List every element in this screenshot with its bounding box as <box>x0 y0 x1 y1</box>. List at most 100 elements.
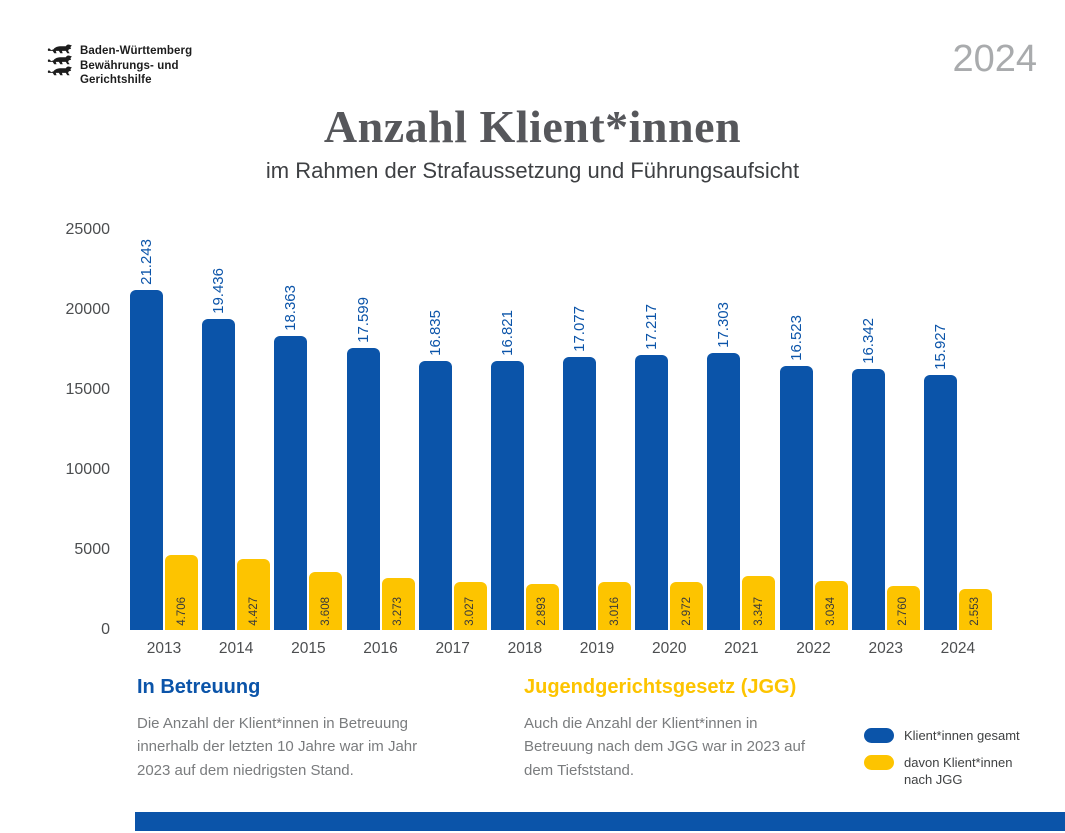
chart-year-group: 17.599 3.273 2016 <box>346 230 415 657</box>
logo-text: Baden-Württemberg Bewährungs- und Gerich… <box>80 44 192 88</box>
x-axis-tick-label: 2013 <box>146 640 182 657</box>
jgg-bar-value: 3.273 <box>382 597 415 626</box>
y-axis-tick-label: 25000 <box>65 221 111 238</box>
jgg-bar-value-label: 2.553 <box>969 597 982 626</box>
jgg-bar-value: 3.016 <box>598 597 631 626</box>
x-axis-tick-label: 2018 <box>507 640 543 657</box>
jgg-bar <box>670 582 704 630</box>
total-bar-value-label: 17.217 <box>643 304 661 350</box>
jgg-bar-value: 2.893 <box>526 597 559 626</box>
section-text-jgg: Auch die Anzahl der Klient*innen in Betr… <box>524 715 806 779</box>
jgg-bar <box>886 586 920 630</box>
legend-item-label: davon Klient*innen nach JGG <box>904 754 1013 788</box>
jgg-bar-value-label: 2.972 <box>680 597 693 626</box>
legend-swatch <box>864 754 894 770</box>
total-bar-value: 18.363 <box>274 285 307 331</box>
chart-year-group: 15.927 2.553 2024 <box>923 230 992 657</box>
jgg-bar-value-label: 3.608 <box>319 597 332 626</box>
total-bar-value: 21.243 <box>130 239 163 285</box>
jgg-bar-value: 2.553 <box>959 597 992 626</box>
jgg-bar <box>814 581 848 630</box>
x-axis-tick-label: 2016 <box>363 640 398 657</box>
chart-year-group: 18.363 3.608 2015 <box>274 230 343 657</box>
x-axis-tick-label: 2024 <box>940 640 976 657</box>
total-bar <box>418 361 452 630</box>
total-bar-value: 17.077 <box>563 306 596 352</box>
total-bar <box>923 375 957 630</box>
total-bar-value-label: 17.303 <box>715 302 733 348</box>
total-bar-value-label: 18.363 <box>282 285 300 331</box>
legend-item: davon Klient*innen nach JGG <box>864 754 1024 789</box>
jgg-bar-value: 2.760 <box>887 597 920 626</box>
bw-lion-icon <box>47 66 72 76</box>
total-bar <box>635 355 669 630</box>
jgg-bar <box>453 582 487 630</box>
chart-year-group: 17.303 3.347 2021 <box>707 230 776 657</box>
jgg-bar <box>237 559 271 630</box>
total-bar <box>779 366 813 630</box>
total-bar-value: 16.835 <box>419 310 452 356</box>
total-bar-value-label: 17.077 <box>571 306 589 352</box>
section-heading-betreuung: In Betreuung <box>137 676 261 698</box>
total-bar-value: 17.599 <box>347 297 380 343</box>
total-bar <box>274 336 308 630</box>
jgg-bar-value: 3.608 <box>309 597 342 626</box>
page-subtitle: im Rahmen der Strafaussetzung und Führun… <box>265 158 800 183</box>
total-bar-value: 17.217 <box>635 304 668 350</box>
total-bar-value-label: 16.342 <box>859 318 877 364</box>
total-bar <box>851 369 885 630</box>
total-bar-value-label: 15.927 <box>931 324 949 370</box>
chart-year-group: 17.077 3.016 2019 <box>563 230 632 657</box>
total-bar-value-label: 16.821 <box>498 310 516 356</box>
jgg-bar-value: 4.706 <box>165 597 198 626</box>
chart-year-group: 16.835 3.027 2017 <box>418 230 487 657</box>
jgg-bar <box>958 589 992 630</box>
total-bar-value: 15.927 <box>924 324 957 370</box>
chart-year-group: 16.342 2.760 2023 <box>851 230 920 657</box>
y-axis-tick-label: 15000 <box>65 381 111 398</box>
jgg-bar <box>309 572 343 630</box>
x-axis-tick-label: 2022 <box>796 640 831 657</box>
chart-year-group: 16.821 2.893 2018 <box>490 230 559 657</box>
legend-item: Klient*innen gesamt <box>864 727 1024 745</box>
total-bar <box>202 319 236 630</box>
jgg-bar-value-label: 2.893 <box>536 597 549 626</box>
bw-lion-icon <box>47 44 72 54</box>
bar-chart-plot-area: 21.243 4.706 2013 19.436 4.427 2014 18.363 3.60… <box>130 230 992 657</box>
jgg-bar <box>742 576 776 630</box>
chart-year-group: 19.436 4.427 2014 <box>202 230 271 657</box>
chart-year-group: 17.217 2.972 2020 <box>635 230 704 657</box>
total-bar-value: 16.342 <box>852 318 885 364</box>
total-bar <box>346 348 380 630</box>
x-axis-tick-label: 2014 <box>218 640 254 657</box>
footer-accent-bar <box>135 812 1065 831</box>
total-bar-value-label: 17.599 <box>354 297 372 343</box>
jgg-bar-value: 4.427 <box>237 597 270 626</box>
x-axis-tick-label: 2015 <box>291 640 326 657</box>
legend-item-label: Klient*innen gesamt <box>904 728 1020 743</box>
bw-coat-of-arms <box>47 44 73 76</box>
total-bar-value-label: 16.523 <box>787 315 805 361</box>
jgg-bar-value-label: 3.027 <box>464 597 477 626</box>
jgg-bar-value-label: 4.706 <box>175 597 188 626</box>
jgg-bar <box>598 582 632 630</box>
jgg-bar-value-label: 3.273 <box>392 597 405 626</box>
logo-line-3: Gerichtshilfe <box>80 74 152 87</box>
jgg-bar-value-label: 3.347 <box>752 597 765 626</box>
y-axis-tick-label: 5000 <box>74 541 110 558</box>
jgg-bar <box>165 555 198 630</box>
y-axis: 25000 20000 15000 10000 5000 0 <box>40 221 111 638</box>
section-text-betreuung: Die Anzahl der Klient*innen in Betreuung… <box>137 715 418 779</box>
y-axis-tick-label: 10000 <box>65 461 111 478</box>
x-axis-tick-label: 2017 <box>435 640 470 657</box>
total-bar-value: 16.523 <box>780 315 813 361</box>
total-bar-value-label: 21.243 <box>138 239 155 285</box>
y-axis-tick-label: 0 <box>101 621 110 638</box>
jgg-bar <box>381 578 415 630</box>
chart-year-group: 21.243 4.706 2013 <box>130 230 198 657</box>
jgg-bar-value: 2.972 <box>670 597 703 626</box>
jgg-bar-value-label: 4.427 <box>247 597 260 626</box>
total-bar-value: 16.821 <box>491 310 524 356</box>
total-bar-value: 19.436 <box>202 268 235 314</box>
chart-year-group: 16.523 3.034 2022 <box>779 230 848 657</box>
